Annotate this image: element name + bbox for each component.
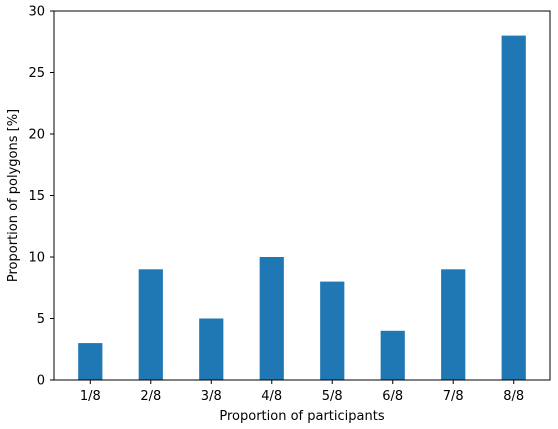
bars-group — [78, 35, 526, 380]
bar-6-8 — [380, 330, 405, 380]
x-tick-label: 2/8 — [140, 389, 161, 404]
x-axis-label: Proportion of participants — [219, 409, 384, 424]
y-tick-label: 5 — [37, 312, 45, 327]
bar-3-8 — [199, 318, 224, 380]
x-tick-label: 6/8 — [382, 389, 403, 404]
x-tick-label: 5/8 — [322, 389, 343, 404]
y-tick-label: 10 — [28, 251, 45, 266]
bar-1-8 — [78, 343, 103, 380]
x-tick-label: 1/8 — [80, 389, 101, 404]
y-tick-label: 20 — [28, 128, 45, 143]
y-axis-label: Proportion of polygons [%] — [6, 109, 21, 282]
y-axis: 0 5 10 15 20 25 30 — [28, 5, 54, 389]
x-tick-label: 4/8 — [261, 389, 282, 404]
y-tick-label: 15 — [28, 189, 45, 204]
y-tick-label: 30 — [28, 5, 45, 20]
bar-2-8 — [138, 269, 163, 380]
y-tick-label: 0 — [37, 374, 45, 389]
plot-frame — [53, 10, 551, 381]
bar-5-8 — [320, 281, 345, 380]
y-tick-label: 25 — [28, 66, 45, 81]
x-tick-label: 3/8 — [201, 389, 222, 404]
bar-4-8 — [259, 257, 284, 380]
x-axis: 1/8 2/8 3/8 4/8 5/8 6/8 7/8 8/8 — [80, 380, 524, 404]
bar-8-8 — [501, 35, 526, 380]
x-tick-label: 7/8 — [443, 389, 464, 404]
x-tick-label: 8/8 — [503, 389, 524, 404]
bar-7-8 — [441, 269, 466, 380]
